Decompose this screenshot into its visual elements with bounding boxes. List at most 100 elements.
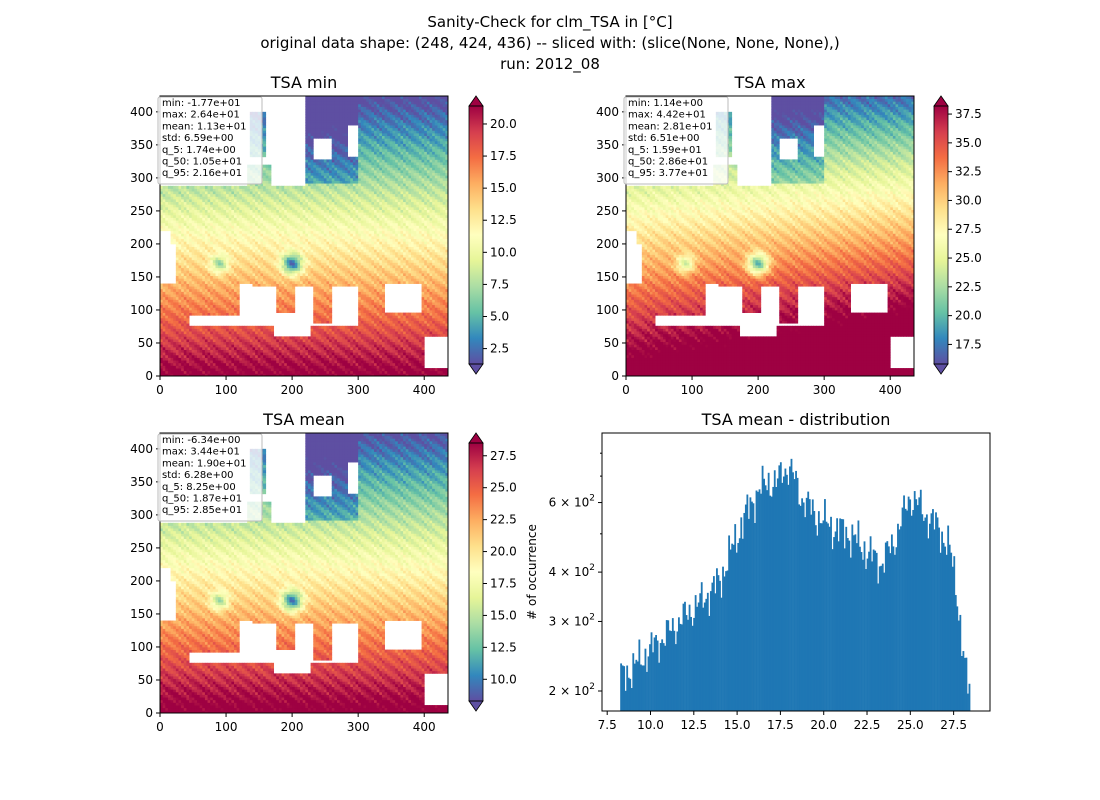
stats-line: max: 3.44e+01 [162,447,240,458]
colorbar-tick-label: 5.0 [490,310,509,324]
panels-layer: TSA min 0 100 200 300 400 0 50 100 150 200 250 300 35… [130,73,990,734]
colorbar-tick-label: 22.5 [955,280,982,294]
colorbar-extend-max [469,96,483,106]
panel-title: TSA mean - distribution [701,410,891,429]
x-tick-label: 200 [281,720,304,734]
stats-line: q_5: 8.25e+00 [162,482,236,493]
y-tick-label: 250 [596,204,619,218]
colorbar-tick-label: 20.0 [490,117,517,131]
x-tick-label: 100 [215,720,238,734]
y-tick-label: 150 [596,270,619,284]
y-tick-label: 50 [138,336,153,350]
stats-line: mean: 1.90e+01 [162,458,246,469]
colorbar-tick-label: 20.0 [490,545,517,559]
figure-title-line-1: Sanity-Check for clm_TSA in [°C] [0,12,1100,33]
stats-line: q_50: 2.86e+01 [628,157,708,168]
x-tick-label: 200 [281,383,304,397]
colorbar-tick-label: 22.5 [490,513,517,527]
colorbar-tick-label: 25.0 [955,251,982,265]
stats-line: min: 1.14e+00 [628,98,703,109]
panel-title: TSA min [270,73,337,92]
colorbar-gradient [934,106,948,364]
y-tick-label: 300 [130,508,153,522]
colorbar: 10.012.515.017.520.022.525.027.5 [469,433,517,711]
x-tick-label: 100 [681,383,704,397]
colorbar-tick-label: 27.5 [955,222,982,236]
stats-line: q_5: 1.59e+01 [628,145,702,156]
colorbar-tick-label: 17.5 [490,576,517,590]
stats-line: std: 6.51e+00 [628,133,700,144]
x-tick-label: 20.0 [810,718,837,732]
colorbar-tick-label: 10.0 [490,245,517,259]
colorbar-tick-label: 7.5 [490,277,509,291]
colorbar-tick-label: 10.0 [490,672,517,686]
colorbar-tick-label: 17.5 [955,337,982,351]
y-tick-label: 200 [596,237,619,251]
x-tick-label: 200 [747,383,770,397]
stats-line: std: 6.28e+00 [162,470,234,481]
panel-title: TSA max [733,73,805,92]
colorbar-extend-min [469,701,483,711]
y-tick-label: 100 [596,303,619,317]
x-tick-label: 7.5 [598,718,617,732]
y-tick-label: 100 [130,303,153,317]
y-tick-label: 350 [130,475,153,489]
stats-line: mean: 2.81e+01 [628,121,712,132]
stats-line: q_50: 1.05e+01 [162,157,242,168]
y-tick-label: 400 [130,105,153,119]
colorbar-tick-label: 12.5 [490,213,517,227]
y-tick-label: 0 [611,369,619,383]
colorbar-tick-label: 20.0 [955,309,982,323]
histogram-bar [969,684,971,711]
y-tick-label: 300 [596,171,619,185]
figure-title-line-3: run: 2012_08 [0,54,1100,75]
stats-line: min: -6.34e+00 [162,435,241,446]
y-tick-label: 200 [130,574,153,588]
x-tick-label: 0 [156,720,164,734]
x-tick-label: 17.5 [767,718,794,732]
colorbar-extend-min [469,364,483,374]
colorbar-tick-label: 2.5 [490,342,509,356]
y-tick-label: 400 [130,442,153,456]
colorbar-gradient [469,443,483,701]
colorbar: 2.55.07.510.012.515.017.520.0 [469,96,517,374]
colorbar-tick-label: 30.0 [955,193,982,207]
colorbar-gradient [469,106,483,364]
stats-line: q_50: 1.87e+01 [162,494,242,505]
y-tick-label: 350 [130,138,153,152]
stats-line: std: 6.59e+00 [162,133,234,144]
x-tick-label: 22.5 [854,718,881,732]
x-tick-label: 0 [622,383,630,397]
x-tick-label: 10.0 [637,718,664,732]
colorbar-tick-label: 32.5 [955,165,982,179]
y-tick-label: 3 × 102 [549,612,595,628]
x-tick-label: 0 [156,383,164,397]
y-tick-label: 200 [130,237,153,251]
y-tick-label: 250 [130,204,153,218]
stats-line: q_5: 1.74e+00 [162,145,236,156]
y-tick-label: 50 [138,673,153,687]
x-tick-label: 12.5 [680,718,707,732]
y-tick-label: 250 [130,541,153,555]
colorbar-tick-label: 25.0 [490,481,517,495]
y-tick-label: 4 × 102 [549,563,595,579]
y-tick-label: 50 [604,336,619,350]
stats-line: max: 2.64e+01 [162,110,240,121]
histogram-bars [620,459,970,711]
stats-line: q_95: 2.85e+01 [162,505,242,516]
y-tick-label: 400 [596,105,619,119]
x-tick-label: 300 [813,383,836,397]
figure-title-line-2: original data shape: (248, 424, 436) -- … [0,33,1100,54]
colorbar-tick-label: 27.5 [490,449,517,463]
stats-line: min: -1.77e+01 [162,98,241,109]
colorbar-tick-label: 17.5 [490,149,517,163]
y-axis-label: # of occurrence [525,524,539,620]
y-tick-label: 150 [130,607,153,621]
y-tick-label: 2 × 102 [549,682,595,698]
x-tick-label: 100 [215,383,238,397]
